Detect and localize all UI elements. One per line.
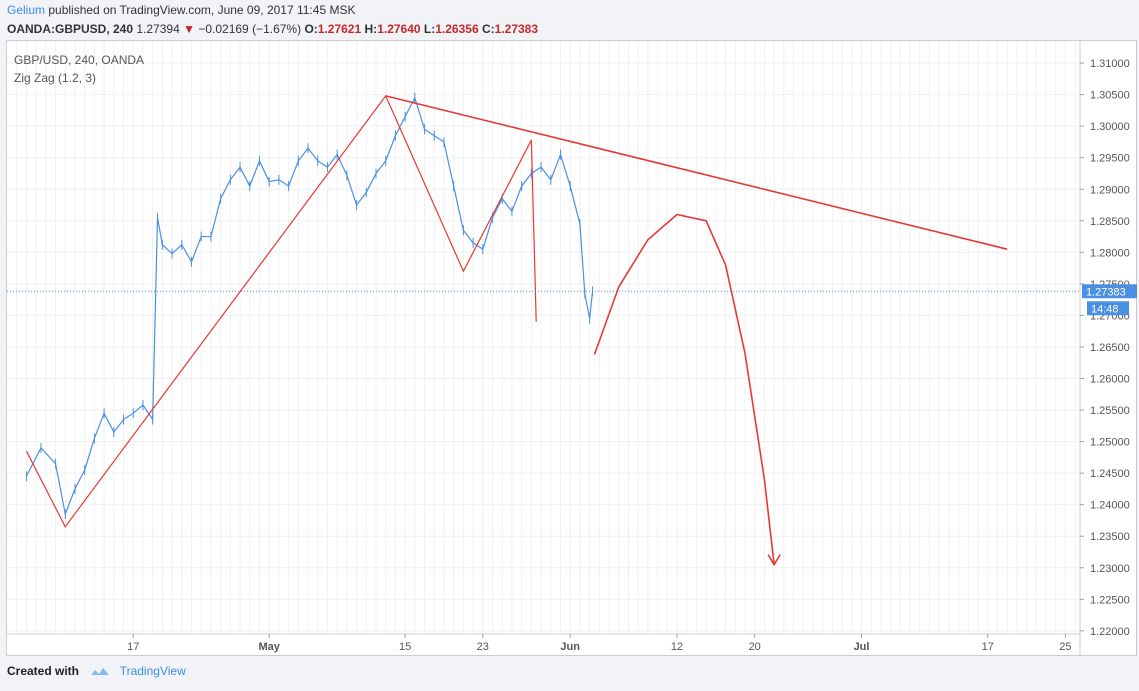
bar-timer-label: 14:48 <box>1091 303 1119 315</box>
y-tick-label: 1.30500 <box>1090 90 1130 102</box>
open-label: O: <box>304 22 318 36</box>
y-tick-label: 1.28000 <box>1090 247 1130 259</box>
y-tick-label: 1.22500 <box>1090 594 1130 606</box>
chart-title: GBP/USD, 240, OANDA <box>14 53 144 67</box>
symbol-name: OANDA:GBPUSD, 240 <box>7 22 134 36</box>
publish-header: Gelium published on TradingView.com, Jun… <box>7 3 355 17</box>
y-tick-label: 1.26500 <box>1090 342 1130 354</box>
symbol-header: OANDA:GBPUSD, 240 1.27394 ▼ −0.02169 (−1… <box>7 22 538 36</box>
x-tick-label: Jun <box>560 641 580 653</box>
indicator-label[interactable]: Zig Zag (1.2, 3) <box>14 71 96 85</box>
y-tick-label: 1.23000 <box>1090 563 1130 575</box>
projection-arrowhead <box>767 554 781 567</box>
y-tick-label: 1.29000 <box>1090 184 1130 196</box>
y-tick-label: 1.30000 <box>1090 121 1130 133</box>
x-tick-label: 17 <box>982 641 994 653</box>
y-tick-label: 1.23500 <box>1090 531 1130 543</box>
created-with-label: Created with <box>7 664 80 678</box>
close-label: C: <box>481 22 495 36</box>
zigzag-line[interactable] <box>25 94 537 528</box>
x-tick-label: 23 <box>477 641 489 653</box>
low-label: L: <box>423 22 436 36</box>
series-layer <box>25 92 1008 567</box>
price-axis: 1.31000 1.30500 1.30000 1.29500 1.29000 1.285… <box>1080 58 1130 638</box>
last-price-badge <box>1082 284 1137 299</box>
x-tick-label: 20 <box>749 641 761 653</box>
time-axis: 17 May 15 23 Jun 12 20 Jul 17 25 <box>127 634 1072 653</box>
x-tick-label: 15 <box>399 641 411 653</box>
y-tick-label: 1.31000 <box>1090 58 1130 70</box>
x-tick-label: Jul <box>854 641 870 653</box>
last-price-label: 1.27383 <box>1086 286 1126 298</box>
bar-timer-badge <box>1087 301 1129 316</box>
down-arrow-icon: ▼ <box>183 22 195 36</box>
y-tick-label: 1.25500 <box>1090 405 1130 417</box>
footer: Created with TradingView <box>7 664 186 678</box>
x-tick-label: 17 <box>127 641 139 653</box>
tradingview-brand-link[interactable]: TradingView <box>119 664 186 678</box>
publish-info: published on TradingView.com, June 09, 2… <box>48 3 356 17</box>
close-value: 1.27383 <box>494 22 539 36</box>
y-tick-label: 1.28500 <box>1090 216 1130 228</box>
y-tick-label: 1.24500 <box>1090 468 1130 480</box>
y-tick-label: 1.26000 <box>1090 374 1130 386</box>
x-tick-label: 25 <box>1059 641 1071 653</box>
y-tick-label: 1.29500 <box>1090 153 1130 165</box>
last-value: 1.27394 <box>136 22 180 36</box>
change-value: −0.02169 (−1.67%) <box>198 22 302 36</box>
chart-grid <box>7 41 1080 634</box>
high-label: H: <box>364 22 378 36</box>
price-line <box>25 96 594 517</box>
x-tick-label: 12 <box>671 641 683 653</box>
high-value: 1.27640 <box>377 22 421 36</box>
open-value: 1.27621 <box>317 22 362 36</box>
y-tick-label: 1.25000 <box>1090 437 1130 449</box>
last-price-layer: 1.27383 14:48 <box>7 284 1137 316</box>
y-tick-label: 1.22000 <box>1090 626 1130 638</box>
projection-path[interactable] <box>593 213 775 565</box>
author-link[interactable]: Gelium <box>7 3 46 17</box>
x-tick-label: May <box>258 641 280 653</box>
trendline[interactable] <box>385 95 1008 250</box>
y-tick-label: 1.24000 <box>1090 500 1130 512</box>
low-value: 1.26356 <box>435 22 479 36</box>
tradingview-logo-icon <box>91 667 110 675</box>
